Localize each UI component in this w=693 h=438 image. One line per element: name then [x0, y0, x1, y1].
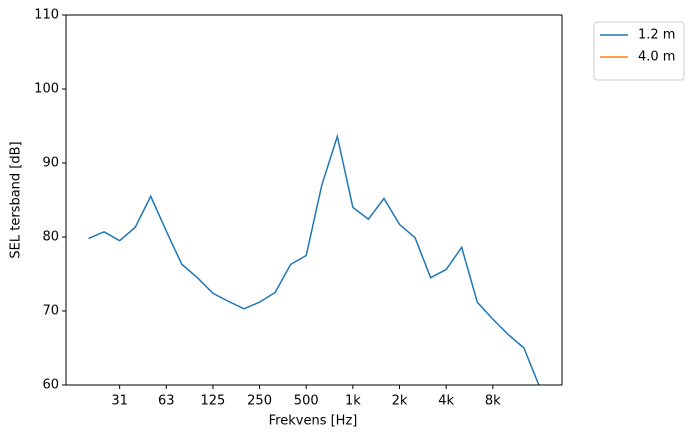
x-tick-label: 63 — [158, 394, 175, 409]
y-tick-label: 60 — [42, 378, 59, 393]
y-tick-label: 100 — [34, 82, 59, 97]
legend-box — [593, 21, 685, 81]
plot-lines — [88, 133, 540, 385]
legend-label: 4.0 m — [638, 50, 675, 65]
x-axis-label: Frekvens [Hz] — [269, 414, 358, 429]
y-tick-label: 70 — [42, 304, 59, 319]
line-series — [88, 133, 540, 385]
x-tick-label: 4k — [438, 394, 454, 409]
y-axis-label: SEL tersband [dB] — [9, 141, 24, 258]
plot-frame — [65, 14, 563, 386]
y-tick-label: 110 — [34, 8, 59, 23]
x-tick-label: 2k — [392, 394, 408, 409]
x-tick-label: 250 — [247, 394, 272, 409]
x-tick-label: 31 — [111, 394, 128, 409]
x-tick-label: 1k — [345, 394, 361, 409]
x-tick-label: 8k — [485, 394, 501, 409]
y-tick-label: 90 — [42, 156, 59, 171]
y-tick-label: 80 — [42, 230, 59, 245]
x-tick-label: 125 — [201, 394, 226, 409]
x-tick-label: 500 — [294, 394, 319, 409]
legend-label: 1.2 m — [638, 28, 675, 43]
